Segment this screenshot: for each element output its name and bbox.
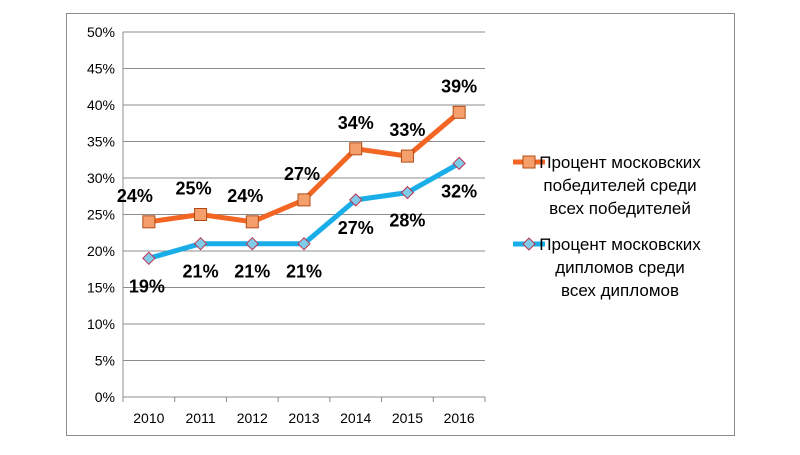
y-tick-label: 0% bbox=[95, 389, 115, 405]
data-point-square bbox=[297, 193, 311, 207]
legend-label: Процент московских bbox=[539, 153, 701, 172]
x-tick-label: 2016 bbox=[444, 410, 475, 426]
line-chart: 0% 5% 10% 15% 20% 25% 30% 35% 40% 45% 50% 2010 2011 2… bbox=[87, 24, 701, 426]
legend-label: Процент московских bbox=[539, 235, 701, 254]
data-point-diamond bbox=[349, 193, 363, 207]
legend-label: всех победителей bbox=[549, 199, 691, 218]
x-tick-label: 2013 bbox=[288, 410, 319, 426]
data-label: 21% bbox=[234, 262, 270, 282]
data-label: 39% bbox=[441, 76, 477, 96]
y-tick-label: 20% bbox=[87, 243, 115, 259]
legend-label: дипломов среди bbox=[555, 258, 685, 277]
data-label: 25% bbox=[176, 179, 212, 199]
y-tick-label: 45% bbox=[87, 61, 115, 77]
legend-label: победителей среди bbox=[543, 176, 696, 195]
data-point-square bbox=[452, 105, 466, 119]
x-tick-label: 2011 bbox=[186, 410, 216, 426]
x-tick-label: 2010 bbox=[133, 410, 164, 426]
data-point-diamond bbox=[245, 236, 259, 251]
data-label: 21% bbox=[183, 262, 219, 282]
data-point-square bbox=[400, 149, 414, 163]
data-point-square bbox=[349, 142, 363, 156]
y-tick-label: 40% bbox=[87, 97, 115, 113]
data-point-diamond bbox=[452, 156, 466, 171]
data-point-diamond bbox=[297, 236, 311, 251]
data-label: 33% bbox=[389, 120, 425, 140]
x-tick-label: 2015 bbox=[392, 410, 423, 426]
data-label: 21% bbox=[286, 262, 322, 282]
data-point-square bbox=[245, 215, 259, 229]
y-tick-label: 25% bbox=[87, 207, 115, 223]
data-label: 34% bbox=[338, 113, 374, 133]
y-tick-label: 5% bbox=[95, 353, 115, 369]
x-tick-label: 2014 bbox=[340, 410, 371, 426]
x-tick-label: 2012 bbox=[237, 410, 268, 426]
data-label: 28% bbox=[389, 211, 425, 231]
data-label: 27% bbox=[284, 164, 320, 184]
chart-frame: 0% 5% 10% 15% 20% 25% 30% 35% 40% 45% 50% 2010 2011 2… bbox=[66, 13, 735, 436]
legend-marker-square bbox=[522, 155, 536, 169]
data-point-diamond bbox=[142, 251, 156, 266]
y-tick-label: 15% bbox=[87, 280, 115, 296]
data-point-square bbox=[142, 215, 156, 229]
legend-label: всех дипломов bbox=[561, 281, 679, 300]
data-label: 19% bbox=[129, 276, 165, 296]
data-point-diamond bbox=[193, 236, 208, 251]
data-point-diamond bbox=[400, 185, 415, 200]
y-tick-label: 50% bbox=[87, 24, 115, 40]
data-label: 32% bbox=[441, 181, 477, 201]
legend-marker-diamond bbox=[522, 237, 536, 251]
y-tick-label: 10% bbox=[87, 316, 115, 332]
data-label: 24% bbox=[227, 186, 263, 206]
data-label: 24% bbox=[117, 186, 153, 206]
y-tick-label: 35% bbox=[87, 134, 115, 150]
y-tick-label: 30% bbox=[87, 170, 115, 186]
data-point-square bbox=[194, 208, 208, 221]
data-label: 27% bbox=[338, 218, 374, 238]
